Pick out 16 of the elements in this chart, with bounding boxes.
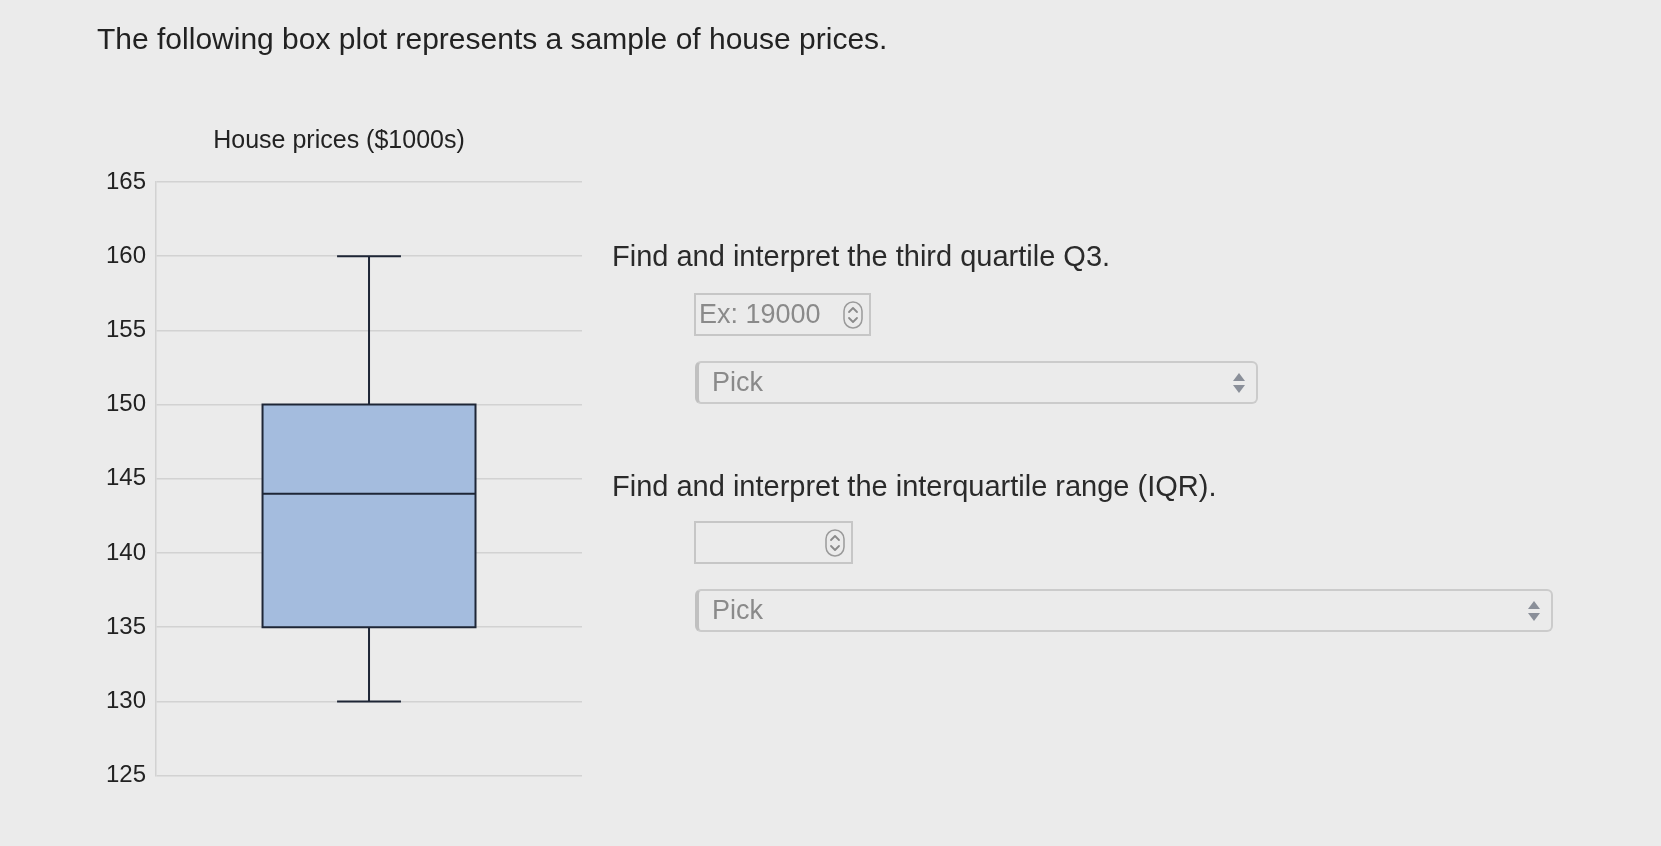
- dropdown-field: Pick: [695, 361, 1258, 404]
- number-field: Ex: 19000: [694, 293, 871, 336]
- text: Find and interpret the interquartile range (IQR).: [612, 470, 1217, 503]
- y-tick-label: 140: [106, 537, 147, 565]
- dropdown-field: Pick: [695, 589, 1553, 632]
- y-tick-label: 145: [106, 463, 147, 491]
- y-tick-label: 165: [106, 166, 147, 194]
- y-tick-label: 160: [106, 240, 147, 268]
- y-tick-label: 155: [106, 315, 147, 343]
- y-tick-label: 150: [106, 389, 147, 417]
- chart-subtitle: House prices ($1000s): [213, 124, 465, 153]
- y-tick-label: 125: [106, 760, 147, 788]
- y-tick-label: 130: [106, 686, 147, 714]
- chart-title: The following box plot represents a sample of house prices.: [97, 22, 888, 56]
- y-tick-label: 135: [106, 611, 147, 639]
- text: Find and interpret the third quartile Q3.: [612, 240, 1111, 273]
